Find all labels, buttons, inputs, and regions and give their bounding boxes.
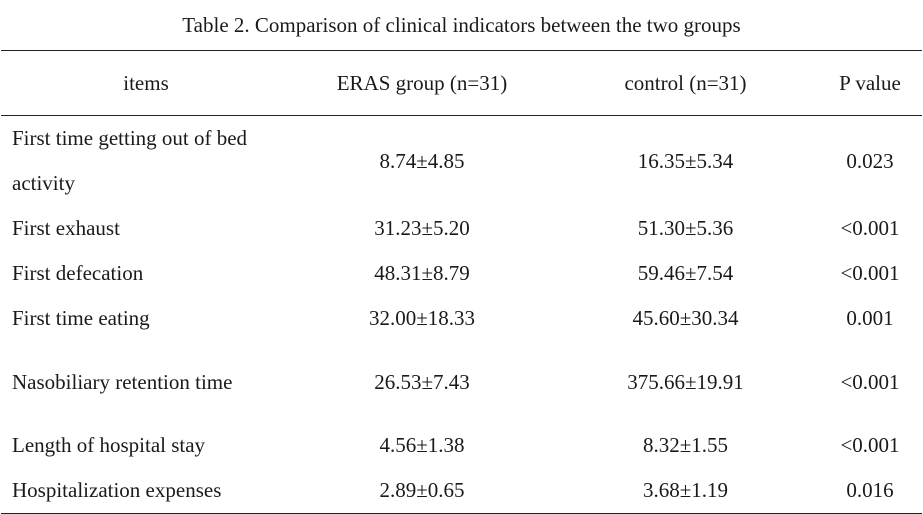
row-control-value: 45.60±30.34 <box>632 306 739 330</box>
row-p-value: <0.001 <box>840 216 900 240</box>
table-row: Nasobiliary retention time 26.53±7.43 37… <box>1 341 922 423</box>
header-p-value: P value <box>839 70 901 95</box>
row-eras-value: 32.00±18.33 <box>368 306 476 330</box>
row-item-label: First exhaust <box>12 216 120 240</box>
row-p-value: 0.023 <box>846 148 894 173</box>
row-item-label-text: First time getting out of bed activity <box>12 126 248 195</box>
row-p-value: 0.001 <box>846 306 894 330</box>
row-item-label: Hospitalization expenses <box>12 478 222 502</box>
row-eras-value: 4.56±1.38 <box>379 433 465 457</box>
row-control-value: 51.30±5.36 <box>637 216 734 240</box>
row-item-label: First time eating <box>12 306 150 330</box>
row-p-value: <0.001 <box>840 261 900 285</box>
row-eras-value: 26.53±7.43 <box>374 369 470 394</box>
table-caption: Table 2. Comparison of clinical indicato… <box>182 13 741 37</box>
row-item-label: Length of hospital stay <box>12 433 206 457</box>
row-control-value: 16.35±5.34 <box>637 148 734 173</box>
row-control-value: 3.68±1.19 <box>642 478 729 502</box>
row-p-value: <0.001 <box>840 369 900 394</box>
row-control-value: 8.32±1.55 <box>642 433 729 457</box>
row-control-value: 59.46±7.54 <box>637 261 734 285</box>
clinical-indicators-table: items ERAS group (n=31) control (n=31) P… <box>1 50 922 514</box>
table-row: First exhaust 31.23±5.20 51.30±5.36 <0.0… <box>1 206 922 251</box>
header-eras-group: ERAS group (n=31) <box>336 70 508 95</box>
header-control-group: control (n=31) <box>624 70 747 95</box>
row-item-label-text: Nasobiliary retention time <box>12 369 233 394</box>
row-p-value: 0.016 <box>846 478 894 502</box>
header-items: items <box>123 70 169 95</box>
row-item-label: First time getting out of bed activity <box>1 116 291 207</box>
table-row: Hospitalization expenses 2.89±0.65 3.68±… <box>1 468 922 514</box>
row-p-value: <0.001 <box>840 433 900 457</box>
table-row: Length of hospital stay 4.56±1.38 8.32±1… <box>1 423 922 468</box>
row-item-label: Nasobiliary retention time <box>1 341 291 423</box>
row-eras-value: 48.31±8.79 <box>374 261 470 285</box>
row-eras-value: 8.74±4.85 <box>379 148 465 173</box>
table-row: First time getting out of bed activity 8… <box>1 116 922 207</box>
row-control-value: 375.66±19.91 <box>627 369 744 394</box>
table-row: First defecation 48.31±8.79 59.46±7.54 <… <box>1 251 922 296</box>
row-item-label: First defecation <box>12 261 144 285</box>
table-row: First time eating 32.00±18.33 45.60±30.3… <box>1 296 922 341</box>
row-eras-value: 31.23±5.20 <box>374 216 470 240</box>
row-eras-value: 2.89±0.65 <box>379 478 465 502</box>
table-header-row: items ERAS group (n=31) control (n=31) P… <box>1 50 922 116</box>
